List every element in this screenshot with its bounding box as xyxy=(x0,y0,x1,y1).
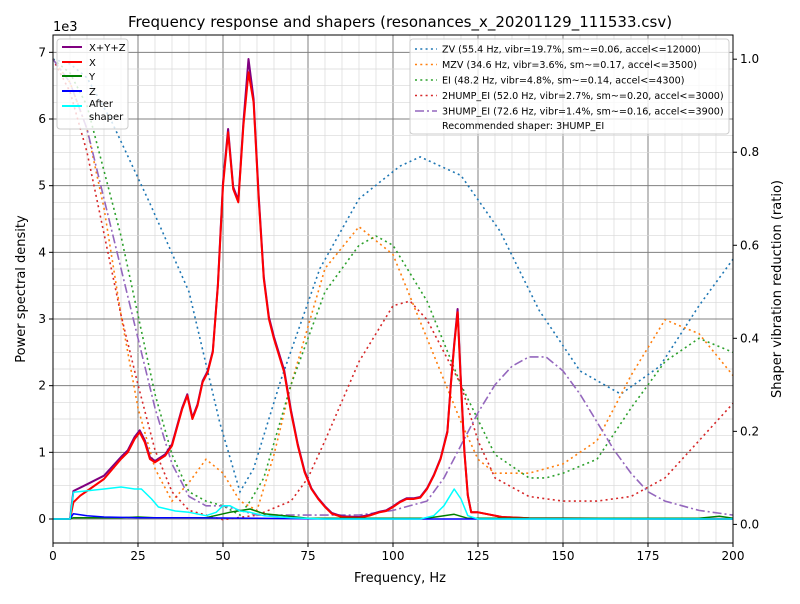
y-tick-label: 5 xyxy=(38,179,46,193)
x-tick-label: 50 xyxy=(215,549,230,563)
y-right-tick-label: 0.2 xyxy=(740,424,759,438)
y-axis-label: Power spectral density xyxy=(14,215,29,363)
legend-shaper-label: MZV (34.6 Hz, vibr=3.6%, sm~=0.17, accel… xyxy=(442,60,697,71)
y-offset-label: 1e3 xyxy=(53,20,78,35)
legend-shapers: ZV (55.4 Hz, vibr=19.7%, sm~=0.06, accel… xyxy=(409,38,730,135)
shaper-line-4 xyxy=(52,58,734,516)
y-tick-label: 7 xyxy=(38,45,46,59)
chart-title: Frequency response and shapers (resonanc… xyxy=(128,13,672,32)
shaper-line-3 xyxy=(52,58,734,521)
series-lines xyxy=(52,58,734,521)
y-tick-label: 3 xyxy=(38,312,46,326)
x-tick-label: 175 xyxy=(637,549,660,563)
x-tick-label: 0 xyxy=(49,549,57,563)
x-tick-label: 200 xyxy=(722,549,745,563)
y-tick-label: 4 xyxy=(38,245,46,259)
legend-shaper-label: 2HUMP_EI (52.0 Hz, vibr=2.7%, sm~=0.20, … xyxy=(442,91,724,102)
y-tick-label: 1 xyxy=(38,445,46,459)
x-axis-label: Frequency, Hz xyxy=(354,571,446,586)
y-right-tick-label: 0.6 xyxy=(740,238,759,252)
legend-psd-label: X xyxy=(89,58,96,69)
legend-shaper-label: ZV (55.4 Hz, vibr=19.7%, sm~=0.06, accel… xyxy=(442,45,701,56)
y-right-tick-label: 0.4 xyxy=(740,331,759,345)
ticks: 0 25 50 75 100 125 150 175 200 0 1 2 3 4 5 6 7 0.0 0.2 0.4 0… xyxy=(38,45,759,563)
legend-shapers-box xyxy=(409,38,730,135)
legend-psd-label: Z xyxy=(89,87,96,98)
shaper-line-0 xyxy=(52,58,734,494)
y-right-tick-label: 0.8 xyxy=(740,145,759,159)
x-tick-label: 100 xyxy=(382,549,405,563)
x-tick-label: 25 xyxy=(130,549,145,563)
y-tick-label: 6 xyxy=(38,112,46,126)
y-right-tick-label: 1.0 xyxy=(740,52,759,66)
x-tick-label: 75 xyxy=(300,549,315,563)
legend-shaper-label: 3HUMP_EI (72.6 Hz, vibr=1.4%, sm~=0.16, … xyxy=(442,107,724,118)
y-axis-right-label: Shaper vibration reduction (ratio) xyxy=(770,180,785,398)
psd-line-3 xyxy=(53,512,733,520)
legend-shaper-label: EI (48.2 Hz, vibr=4.8%, sm~=0.14, accel<… xyxy=(442,76,684,87)
x-tick-label: 125 xyxy=(467,549,490,563)
psd-line-4 xyxy=(53,486,733,520)
legend-psd-label: X+Y+Z xyxy=(89,43,126,54)
legend-psd-label: After shaper xyxy=(89,99,124,123)
recommended-shaper-note: Recommended shaper: 3HUMP_EI xyxy=(442,121,604,132)
y-tick-label: 2 xyxy=(38,379,46,393)
y-right-tick-label: 0.0 xyxy=(740,517,759,531)
shaper-line-2 xyxy=(52,58,734,517)
psd-line-1 xyxy=(53,71,734,520)
x-tick-label: 150 xyxy=(552,549,575,563)
y-tick-label: 0 xyxy=(38,512,46,526)
legend-psd-label: Y xyxy=(88,72,96,83)
